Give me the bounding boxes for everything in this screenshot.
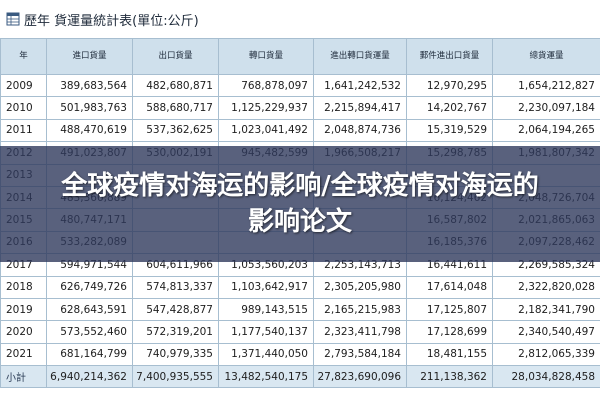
total-cell: 7,400,935,555 <box>132 365 219 389</box>
column-header: 出口貨量 <box>132 38 219 75</box>
value-cell: 537,362,625 <box>132 118 219 143</box>
banner-overlay <box>0 146 600 262</box>
value-cell: 2,230,097,184 <box>492 96 600 120</box>
value-cell: 1,125,229,937 <box>218 96 314 120</box>
value-cell: 17,614,048 <box>406 275 493 299</box>
value-cell: 2,793,584,184 <box>313 342 407 367</box>
year-cell: 2021 <box>0 342 47 367</box>
value-cell: 2,165,215,983 <box>313 297 407 322</box>
value-cell: 488,470,619 <box>46 118 133 143</box>
column-header: 轉口貨量 <box>218 38 314 75</box>
value-cell: 572,319,201 <box>132 320 219 344</box>
value-cell: 1,654,212,827 <box>492 73 600 98</box>
column-header: 年 <box>0 38 47 75</box>
value-cell: 574,813,337 <box>132 275 219 299</box>
value-cell: 626,749,726 <box>46 275 133 299</box>
value-cell: 681,164,799 <box>46 342 133 367</box>
table-row: 2018 626,749,726 574,813,337 1,103,642,917 2… <box>0 275 600 299</box>
value-cell: 2,048,874,736 <box>313 118 407 143</box>
value-cell: 2,305,205,980 <box>313 275 407 299</box>
year-cell: 2019 <box>0 297 47 322</box>
value-cell: 573,552,460 <box>46 320 133 344</box>
value-cell: 2,064,194,265 <box>492 118 600 143</box>
value-cell: 768,878,097 <box>218 73 314 98</box>
table-row: 2010 501,983,763 588,680,717 1,125,229,937 2… <box>0 96 600 120</box>
year-cell: 2018 <box>0 275 47 299</box>
value-cell: 1,641,242,532 <box>313 73 407 98</box>
value-cell: 482,680,871 <box>132 73 219 98</box>
value-cell: 17,125,807 <box>406 297 493 322</box>
value-cell: 2,323,411,798 <box>313 320 407 344</box>
value-cell: 389,683,564 <box>46 73 133 98</box>
year-cell: 2011 <box>0 118 47 143</box>
value-cell: 1,177,540,137 <box>218 320 314 344</box>
table-row: 2019 628,643,591 547,428,877 989,143,515 2,1… <box>0 297 600 322</box>
total-cell: 211,138,362 <box>406 365 493 389</box>
value-cell: 2,182,341,790 <box>492 297 600 322</box>
value-cell: 15,319,529 <box>406 118 493 143</box>
value-cell: 989,143,515 <box>218 297 314 322</box>
column-header: 進出轉口貨運量 <box>313 38 407 75</box>
table-row: 2011 488,470,619 537,362,625 1,023,041,492 2… <box>0 118 600 143</box>
total-row: 小計 6,940,214,362 7,400,935,555 13,482,540,1… <box>0 365 600 389</box>
total-cell: 6,940,214,362 <box>46 365 133 389</box>
value-cell: 547,428,877 <box>132 297 219 322</box>
table-row: 2009 389,683,564 482,680,871 768,878,097 1,6… <box>0 73 600 98</box>
value-cell: 588,680,717 <box>132 96 219 120</box>
value-cell: 628,643,591 <box>46 297 133 322</box>
table-icon <box>6 12 20 26</box>
value-cell: 17,128,699 <box>406 320 493 344</box>
value-cell: 2,340,540,497 <box>492 320 600 344</box>
value-cell: 1,371,440,050 <box>218 342 314 367</box>
year-cell: 2020 <box>0 320 47 344</box>
table-row: 2021 681,164,799 740,979,335 1,371,440,050 2… <box>0 342 600 367</box>
value-cell: 12,970,295 <box>406 73 493 98</box>
value-cell: 2,215,894,417 <box>313 96 407 120</box>
total-label: 小計 <box>0 365 47 389</box>
total-cell: 27,823,690,096 <box>313 365 407 389</box>
year-cell: 2009 <box>0 73 47 98</box>
page-title: 歷年 貨運量統計表(單位:公斤) <box>24 13 199 29</box>
value-cell: 740,979,335 <box>132 342 219 367</box>
column-header: 總貨運量 <box>492 38 600 75</box>
value-cell: 1,023,041,492 <box>218 118 314 143</box>
value-cell: 2,812,065,339 <box>492 342 600 367</box>
page-header: 歷年 貨運量統計表(單位:公斤) <box>0 0 600 38</box>
value-cell: 1,103,642,917 <box>218 275 314 299</box>
value-cell: 501,983,763 <box>46 96 133 120</box>
column-header: 進口貨量 <box>46 38 133 75</box>
total-cell: 28,034,828,458 <box>492 365 600 389</box>
value-cell: 14,202,767 <box>406 96 493 120</box>
value-cell: 18,481,155 <box>406 342 493 367</box>
total-cell: 13,482,540,175 <box>218 365 314 389</box>
table-header-row: 年 進口貨量 出口貨量 轉口貨量 進出轉口貨運量 郵件進出口貨量 總貨運量 <box>0 38 600 75</box>
year-cell: 2010 <box>0 96 47 120</box>
column-header: 郵件進出口貨量 <box>406 38 493 75</box>
table-row: 2020 573,552,460 572,319,201 1,177,540,137 2… <box>0 320 600 344</box>
banner-title: 全球疫情对海运的影响/全球疫情对海运的影响论文 <box>61 171 539 237</box>
value-cell: 2,322,820,028 <box>492 275 600 299</box>
